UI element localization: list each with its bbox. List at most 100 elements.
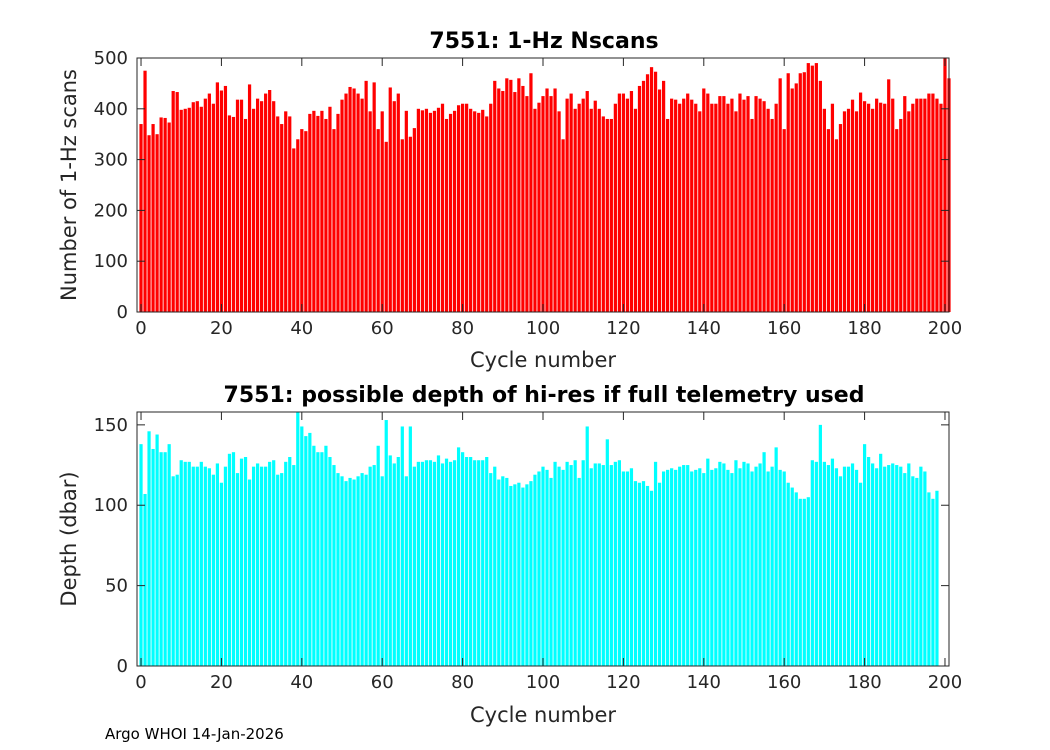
nscans-bar [846, 108, 851, 312]
depth-bar [601, 465, 605, 666]
depth-bar [883, 466, 887, 666]
depth-bar [276, 474, 280, 666]
nscans-bar [734, 111, 738, 312]
depth-bar [830, 458, 835, 666]
depth-bar [231, 452, 236, 666]
nscans-bar [239, 99, 244, 312]
nscans-bar [887, 79, 891, 312]
nscans-bar [521, 85, 525, 312]
nscans-bar [203, 98, 207, 312]
depth-bar [360, 473, 364, 666]
depth-bar [826, 465, 831, 666]
depth-bar [163, 452, 167, 666]
depth-bar [931, 498, 935, 666]
nscans-bar [231, 116, 236, 313]
depth-bar [549, 477, 553, 666]
depth-bar [428, 460, 433, 666]
nscans-bar [923, 98, 927, 312]
nscans-ticks: 0 20 40 60 80 100 120 140 160 180 200 0 100 200 300 400… [94, 48, 963, 339]
nscans-bar [778, 78, 782, 312]
depth-bar [179, 460, 183, 666]
depth-bars [139, 412, 939, 666]
depth-bar [903, 473, 907, 666]
nscans-bar [738, 93, 742, 312]
nscans-bar [830, 103, 835, 312]
depth-bar [292, 465, 296, 666]
depth-bar [505, 477, 509, 666]
nscans-bar [541, 96, 545, 312]
depth-bar [609, 465, 613, 666]
depth-y-tick-label: 100 [94, 495, 128, 516]
depth-bar [633, 481, 638, 666]
nscans-bar [810, 65, 814, 313]
depth-bar [211, 474, 215, 666]
depth-bar [625, 471, 630, 666]
nscans-bar [356, 93, 360, 312]
nscans-bar [147, 135, 151, 312]
depth-bar [465, 457, 469, 666]
depth-bar [565, 461, 569, 666]
depth-bar [408, 426, 412, 666]
depth-bar [143, 493, 147, 666]
nscans-bar [348, 86, 352, 313]
depth-bar [649, 490, 654, 666]
nscans-bar [420, 110, 425, 312]
nscans-bar [786, 73, 790, 313]
depth-bar [280, 473, 284, 666]
nscans-bar [207, 93, 211, 312]
depth-bar [858, 482, 863, 666]
nscans-bar [674, 99, 678, 312]
depth-bar [452, 460, 457, 666]
nscans-bar [159, 117, 163, 312]
depth-bar [862, 444, 867, 666]
nscans-bar [288, 116, 292, 312]
nscans-bar [416, 108, 420, 312]
nscans-bar [143, 70, 147, 312]
nscans-bar [710, 103, 714, 312]
depth-bar [456, 447, 461, 666]
nscans-bar [553, 88, 557, 312]
nscans-bar [931, 93, 935, 312]
nscans-bar [336, 113, 340, 312]
depth-bar [239, 458, 244, 666]
depth-bar [557, 466, 561, 666]
nscans-bar [682, 98, 686, 312]
depth-bar [296, 412, 300, 666]
nscans-bar [589, 108, 593, 312]
depth-bar [344, 481, 348, 666]
nscans-bar [750, 118, 754, 313]
nscans-bar [746, 96, 750, 312]
depth-bar [139, 444, 143, 666]
nscans-bar [730, 98, 734, 312]
nscans-bar [577, 103, 581, 312]
depth-bar [300, 426, 304, 666]
depth-bar [497, 479, 501, 666]
nscans-bar [686, 93, 690, 312]
nscans-bar [300, 129, 304, 312]
depth-bar [477, 460, 481, 666]
depth-bar [537, 471, 541, 666]
nscans-bar [352, 88, 356, 312]
depth-bar [388, 455, 392, 666]
depth-x-tick-label: 100 [526, 672, 560, 693]
depth-bar [750, 471, 754, 666]
nscans-bar [191, 102, 195, 312]
depth-bar [272, 460, 276, 666]
nscans-bar [702, 88, 706, 312]
depth-bar [264, 466, 268, 666]
depth-bar [822, 461, 826, 666]
depth-bar [657, 482, 662, 666]
nscans-bar [641, 80, 646, 312]
depth-bar [324, 445, 328, 666]
depth-bar [738, 468, 742, 666]
nscans-bar [790, 88, 794, 312]
nscans-bar [308, 113, 312, 312]
depth-bar [171, 476, 175, 666]
depth-bar [617, 460, 621, 666]
depth-bar [448, 461, 453, 666]
depth-bar [404, 476, 408, 666]
depth-bar [493, 466, 497, 666]
depth-x-axis-label: Cycle number [470, 703, 616, 727]
nscans-y-tick-label: 300 [94, 150, 128, 171]
nscans-bar [509, 79, 513, 312]
